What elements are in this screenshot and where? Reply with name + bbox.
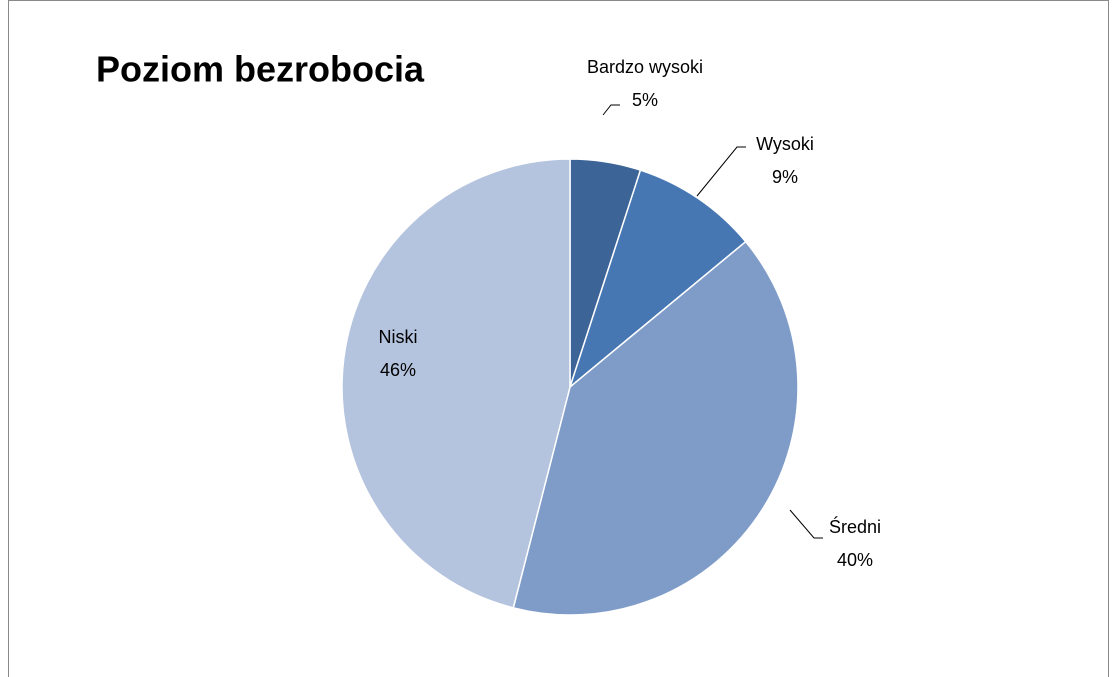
slice-value-label: 9%	[772, 167, 798, 187]
pie-slice	[341, 158, 571, 609]
slice-value-label: 5%	[632, 90, 658, 110]
pie-slice	[568, 169, 747, 390]
slice-label: Wysoki	[756, 134, 814, 154]
leader-line	[789, 509, 823, 539]
slice-label: Niski	[379, 327, 418, 347]
leader-line	[696, 146, 746, 197]
slice-value-label: 46%	[380, 360, 416, 380]
slice-label: Średni	[829, 516, 881, 537]
pie-slice	[512, 240, 799, 616]
leader-line	[602, 104, 620, 116]
slice-label: Bardzo wysoki	[587, 57, 703, 77]
slice-value-label: 40%	[837, 550, 873, 570]
chart-title: Poziom bezrobocia	[96, 49, 425, 90]
